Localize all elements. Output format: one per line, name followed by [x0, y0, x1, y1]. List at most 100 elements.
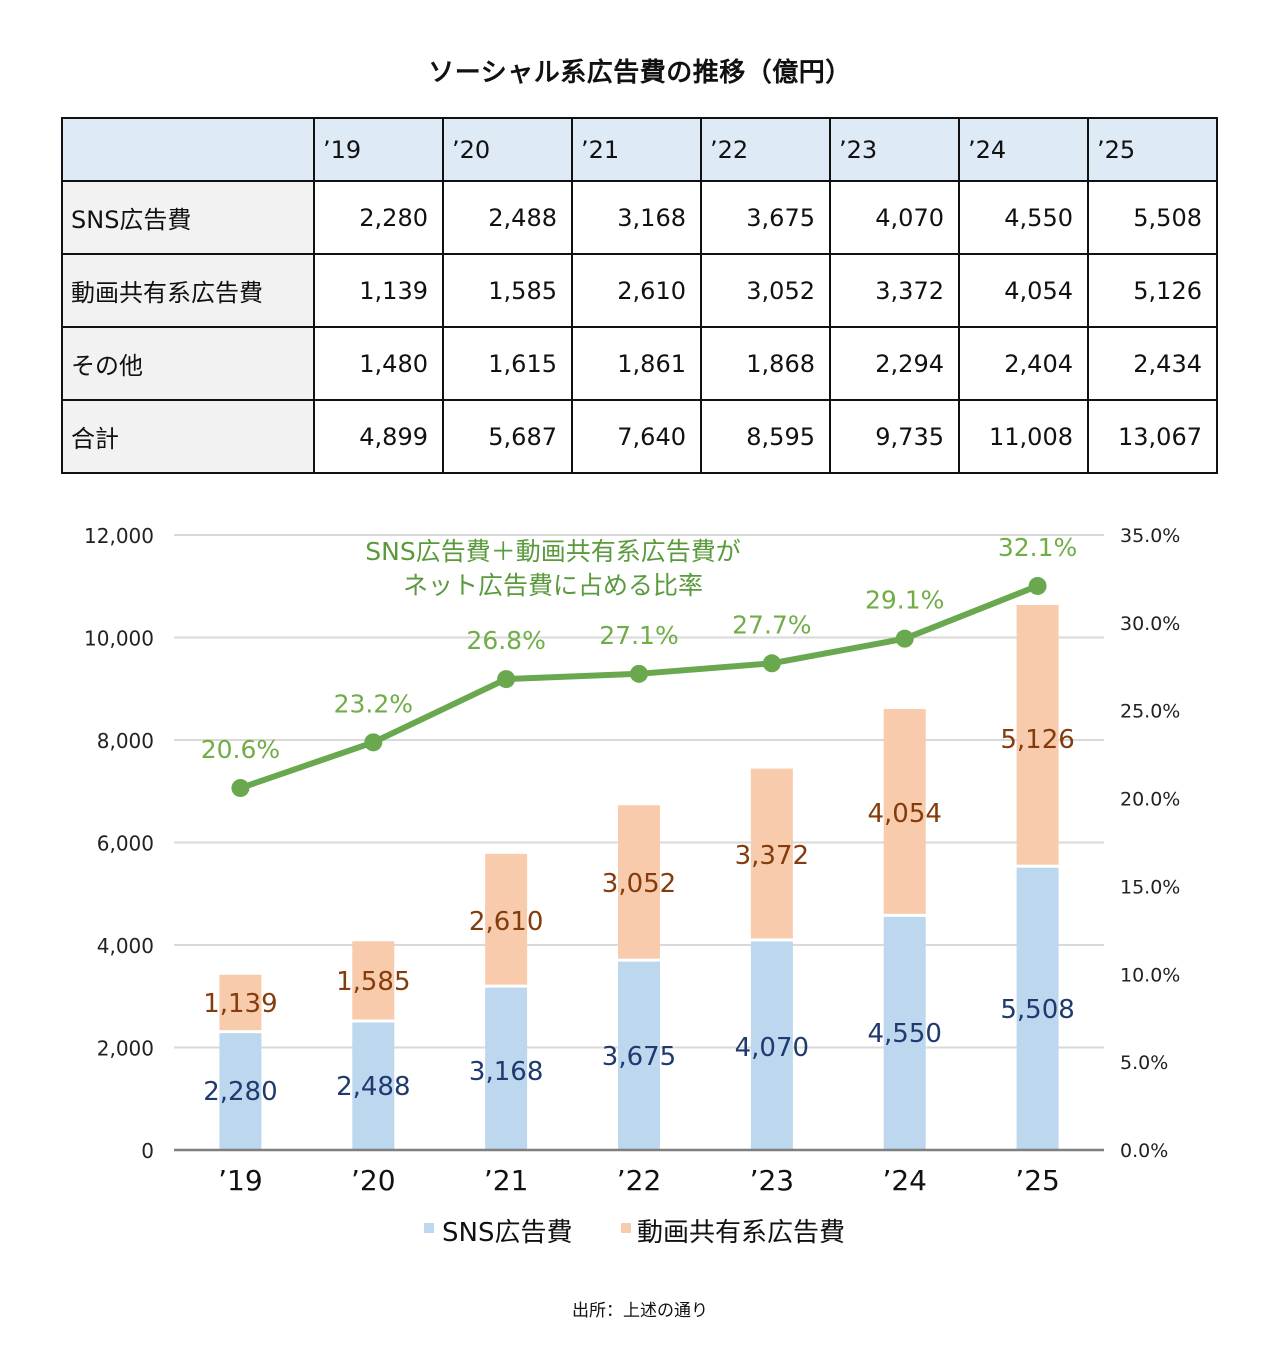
bar-video	[485, 853, 528, 985]
ratio-label: 23.2%	[334, 689, 413, 718]
y-right-tick-label: 15.0%	[1120, 876, 1180, 898]
data-label-sns: 3,168	[469, 1057, 543, 1087]
table-cell: 2,434	[1087, 326, 1218, 401]
data-label-video: 5,126	[1000, 725, 1074, 755]
table-cell: 1,139	[313, 253, 444, 328]
x-tick-label: ’22	[617, 1164, 662, 1197]
y-right-tick-label: 0.0%	[1120, 1140, 1168, 1162]
table-cell: 1,615	[442, 326, 573, 401]
bar-video	[1016, 605, 1059, 865]
ratio-point	[231, 779, 250, 798]
ratio-point	[364, 733, 383, 752]
data-label-sns: 4,070	[735, 1033, 809, 1063]
table-cell: 13,067	[1087, 399, 1218, 474]
table-cell: 9,735	[829, 399, 960, 474]
data-label-sns: 2,488	[336, 1072, 410, 1102]
y-right-tick-label: 30.0%	[1120, 613, 1180, 635]
table-header-row: ’19 ’20 ’21 ’22 ’23 ’24 ’25	[61, 117, 1218, 182]
y-left-tick-label: 8,000	[97, 729, 154, 753]
table-cell: 8,595	[700, 399, 831, 474]
bar-sns	[618, 961, 660, 1150]
x-tick-label: ’21	[484, 1164, 529, 1197]
data-label-video: 3,052	[602, 869, 676, 899]
table-header-cell: ’23	[829, 117, 960, 182]
row-label: その他	[61, 326, 315, 401]
bar-sns	[750, 941, 793, 1150]
table-cell: 7,640	[571, 399, 702, 474]
row-label: 合計	[61, 399, 315, 474]
table-header-cell: ’25	[1087, 117, 1218, 182]
ratio-label: 27.7%	[732, 610, 811, 639]
table-cell: 4,899	[313, 399, 444, 474]
legend-swatch-sns	[424, 1223, 434, 1233]
ratio-point	[630, 664, 648, 683]
bar-video	[352, 941, 395, 1020]
data-label-video: 3,372	[735, 841, 809, 871]
legend-label-sns: SNS広告費	[442, 1218, 572, 1248]
ratio-label: 29.1%	[865, 586, 944, 615]
table-cell: 2,488	[442, 180, 573, 255]
table-row: 合計 4,899 5,687 7,640 8,595 9,735 11,008 …	[61, 399, 1218, 474]
table-cell: 2,610	[571, 253, 702, 328]
table-cell: 5,508	[1087, 180, 1218, 255]
table-cell: 5,687	[442, 399, 573, 474]
y-left-tick-label: 12,000	[84, 524, 154, 548]
ratio-label: 27.1%	[599, 621, 678, 650]
page-title: ソーシャル系広告費の推移（億円）	[428, 58, 852, 88]
x-tick-label: ’20	[351, 1164, 396, 1197]
y-right-tick-label: 10.0%	[1120, 964, 1180, 986]
annotation-text: ネット広告費に占める比率	[403, 571, 703, 600]
row-label: SNS広告費	[61, 180, 315, 255]
bar-sns	[485, 987, 528, 1150]
data-label-sns: 2,280	[203, 1077, 277, 1107]
table-row: 動画共有系広告費 1,139 1,585 2,610 3,052 3,372 4…	[61, 253, 1218, 328]
table-cell: 5,126	[1087, 253, 1218, 328]
data-label-sns: 5,508	[1000, 995, 1074, 1025]
annotation-text: SNS広告費＋動画共有系広告費が	[365, 537, 740, 566]
y-left-tick-label: 2,000	[97, 1037, 154, 1061]
bar-sns	[883, 916, 926, 1150]
x-tick-label: ’23	[750, 1164, 795, 1197]
table-cell: 11,008	[958, 399, 1089, 474]
data-label-video: 1,585	[336, 967, 410, 997]
ratio-label: 20.6%	[201, 735, 280, 764]
y-right-tick-label: 5.0%	[1120, 1052, 1168, 1074]
table-cell: 2,294	[829, 326, 960, 401]
y-right-tick-label: 35.0%	[1120, 525, 1180, 547]
data-label-video: 1,139	[203, 989, 277, 1019]
y-right-tick-label: 20.0%	[1120, 789, 1180, 811]
table-header-cell: ’24	[958, 117, 1089, 182]
table-header-cell	[61, 117, 315, 182]
bar-video	[883, 709, 926, 914]
table-cell: 4,550	[958, 180, 1089, 255]
combo-chart: 0 2,000 4,000 6,000 8,000 10,000 12,000 0.0% 5.0…	[84, 524, 1180, 1248]
x-tick-label: ’24	[882, 1164, 927, 1197]
ratio-point	[497, 670, 516, 689]
x-tick-label: ’19	[218, 1164, 263, 1197]
y-left-tick-label: 10,000	[84, 627, 154, 651]
data-label-sns: 3,675	[602, 1042, 676, 1072]
y-left-tick-label: 4,000	[97, 934, 154, 958]
row-label: 動画共有系広告費	[61, 253, 315, 328]
bar-sns	[1016, 867, 1059, 1150]
data-label-video: 2,610	[469, 907, 543, 937]
table-cell: 1,480	[313, 326, 444, 401]
bar-video	[618, 805, 660, 959]
x-tick-label: ’25	[1015, 1164, 1060, 1197]
table-header-cell: ’22	[700, 117, 831, 182]
table-header-cell: ’19	[313, 117, 444, 182]
data-label-video: 4,054	[867, 799, 941, 829]
ratio-label: 32.1%	[998, 533, 1077, 562]
data-label-sns: 4,550	[867, 1019, 941, 1049]
table-cell: 4,054	[958, 253, 1089, 328]
bar-sns	[219, 1033, 262, 1150]
table-cell: 2,404	[958, 326, 1089, 401]
source-note: 出所：上述の通り	[572, 1301, 708, 1321]
ratio-point	[895, 629, 914, 648]
bar-video	[750, 768, 793, 939]
table-cell: 3,052	[700, 253, 831, 328]
table-cell: 3,168	[571, 180, 702, 255]
legend-swatch-video	[621, 1223, 631, 1233]
table-cell: 3,675	[700, 180, 831, 255]
table-cell: 1,585	[442, 253, 573, 328]
